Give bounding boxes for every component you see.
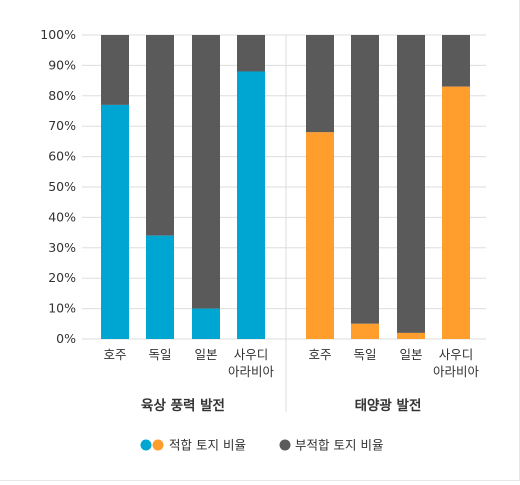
x-category-label: 아라비아 — [228, 364, 275, 379]
x-category-label: 독일 — [353, 347, 376, 362]
bar-suitable — [192, 308, 220, 339]
legend-swatch-unsuitable — [279, 439, 291, 451]
bar-unsuitable — [397, 35, 425, 333]
bar-suitable — [146, 235, 174, 339]
y-tick-label: 70% — [48, 118, 76, 133]
bar-suitable — [442, 86, 470, 340]
x-category-label: 사우디 — [439, 347, 474, 362]
y-tick-label: 20% — [48, 270, 76, 285]
bar-suitable — [101, 104, 129, 339]
y-tick-label: 80% — [48, 88, 76, 103]
x-category-label: 호주 — [308, 347, 331, 362]
x-category-label: 사우디 — [234, 347, 269, 362]
bar-unsuitable — [306, 35, 334, 133]
bar-unsuitable — [442, 35, 470, 87]
legend-swatch-wind — [140, 439, 152, 451]
legend-label-suitable: 적합 토지 비율 — [169, 438, 246, 453]
legend-label-unsuitable: 부적합 토지 비율 — [295, 438, 383, 453]
y-tick-label: 100% — [40, 27, 76, 42]
bar-unsuitable — [192, 35, 220, 309]
x-category-label: 독일 — [148, 347, 171, 362]
bar-suitable — [306, 132, 334, 339]
bar-unsuitable — [101, 35, 129, 105]
bar-unsuitable — [351, 35, 379, 324]
y-tick-label: 90% — [48, 57, 76, 72]
y-tick-label: 10% — [48, 301, 76, 316]
bar-unsuitable — [237, 35, 265, 72]
x-category-label: 일본 — [399, 347, 422, 362]
x-category-label: 호주 — [103, 347, 126, 362]
x-category-label: 일본 — [194, 347, 217, 362]
y-tick-label: 0% — [56, 331, 76, 346]
group-label: 육상 풍력 발전 — [141, 397, 225, 414]
bar-suitable — [397, 332, 425, 339]
group-label: 태양광 발전 — [355, 397, 422, 414]
y-tick-label: 50% — [48, 179, 76, 194]
y-tick-label: 30% — [48, 240, 76, 255]
y-tick-label: 60% — [48, 149, 76, 164]
y-tick-label: 40% — [48, 209, 76, 224]
x-category-label: 아라비아 — [433, 364, 480, 379]
bar-suitable — [351, 323, 379, 339]
bar-suitable — [237, 71, 265, 339]
bar-unsuitable — [146, 35, 174, 236]
legend-swatch-solar — [152, 439, 164, 451]
